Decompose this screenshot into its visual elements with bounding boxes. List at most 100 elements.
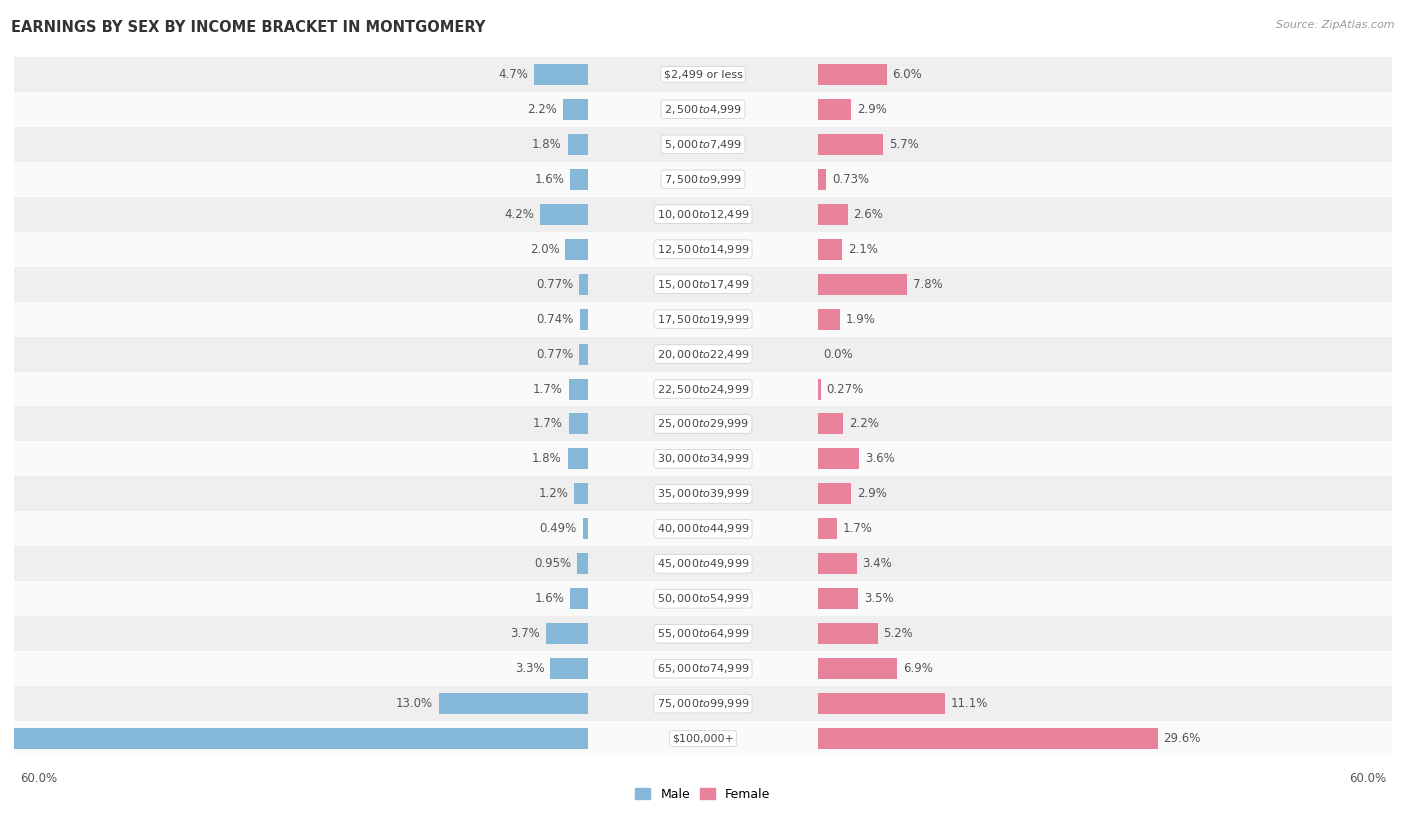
Bar	[439, 693, 588, 714]
Text: 3.7%: 3.7%	[510, 628, 540, 640]
Text: 5.7%: 5.7%	[889, 138, 918, 150]
Bar	[818, 519, 838, 539]
Bar	[14, 616, 1392, 651]
Bar	[14, 57, 1392, 92]
Bar	[569, 589, 588, 609]
Bar	[818, 134, 883, 154]
Text: 1.6%: 1.6%	[534, 173, 564, 185]
Text: $50,000 to $54,999: $50,000 to $54,999	[657, 593, 749, 605]
Bar	[14, 721, 1392, 756]
Text: Source: ZipAtlas.com: Source: ZipAtlas.com	[1277, 20, 1395, 30]
Text: 2.2%: 2.2%	[527, 103, 557, 115]
Text: EARNINGS BY SEX BY INCOME BRACKET IN MONTGOMERY: EARNINGS BY SEX BY INCOME BRACKET IN MON…	[11, 20, 485, 35]
Bar	[568, 379, 588, 399]
Bar	[14, 686, 1392, 721]
Bar	[818, 274, 907, 294]
Bar	[568, 449, 588, 469]
Bar	[818, 99, 851, 120]
Bar	[818, 309, 839, 329]
Bar	[579, 274, 588, 294]
Text: 1.7%: 1.7%	[844, 523, 873, 535]
Bar	[14, 651, 1392, 686]
Bar	[569, 169, 588, 189]
Text: 0.49%: 0.49%	[540, 523, 576, 535]
Bar	[578, 554, 588, 574]
Text: 2.9%: 2.9%	[856, 103, 887, 115]
Bar	[818, 624, 877, 644]
Bar	[818, 379, 821, 399]
Bar	[818, 239, 842, 259]
Bar	[14, 302, 1392, 337]
Bar	[818, 64, 887, 85]
Text: 2.9%: 2.9%	[856, 488, 887, 500]
Bar	[14, 441, 1392, 476]
Text: 11.1%: 11.1%	[950, 698, 988, 710]
Bar	[14, 232, 1392, 267]
Text: $35,000 to $39,999: $35,000 to $39,999	[657, 488, 749, 500]
Bar	[568, 414, 588, 434]
Text: 0.0%: 0.0%	[824, 348, 853, 360]
Bar	[14, 546, 1392, 581]
Text: 4.7%: 4.7%	[499, 68, 529, 80]
Text: 3.5%: 3.5%	[863, 593, 893, 605]
Bar	[818, 484, 851, 504]
Text: 2.6%: 2.6%	[853, 208, 883, 220]
Text: 6.0%: 6.0%	[893, 68, 922, 80]
Bar	[818, 589, 858, 609]
Text: $55,000 to $64,999: $55,000 to $64,999	[657, 628, 749, 640]
Bar	[14, 92, 1392, 127]
Text: 3.4%: 3.4%	[863, 558, 893, 570]
Text: 1.8%: 1.8%	[531, 453, 562, 465]
Text: 0.77%: 0.77%	[536, 278, 574, 290]
Text: $7,500 to $9,999: $7,500 to $9,999	[664, 173, 742, 185]
Text: 5.2%: 5.2%	[883, 628, 912, 640]
Text: 2.2%: 2.2%	[849, 418, 879, 430]
Text: 0.95%: 0.95%	[534, 558, 571, 570]
Text: $20,000 to $22,499: $20,000 to $22,499	[657, 348, 749, 360]
Bar	[818, 659, 897, 679]
Bar	[818, 554, 856, 574]
Text: $40,000 to $44,999: $40,000 to $44,999	[657, 523, 749, 535]
Bar	[579, 344, 588, 364]
Text: $75,000 to $99,999: $75,000 to $99,999	[657, 698, 749, 710]
Bar	[14, 267, 1392, 302]
Text: $5,000 to $7,499: $5,000 to $7,499	[664, 138, 742, 150]
Bar	[562, 99, 588, 120]
Bar	[582, 519, 588, 539]
Bar	[579, 309, 588, 329]
Bar	[818, 414, 844, 434]
Bar	[818, 449, 859, 469]
Bar	[14, 476, 1392, 511]
Text: 1.6%: 1.6%	[534, 593, 564, 605]
Legend: Male, Female: Male, Female	[630, 783, 776, 806]
Text: 1.9%: 1.9%	[845, 313, 876, 325]
Text: 29.6%: 29.6%	[1163, 733, 1201, 745]
Bar	[818, 204, 848, 224]
Bar	[14, 337, 1392, 372]
Bar	[14, 162, 1392, 197]
Text: 1.8%: 1.8%	[531, 138, 562, 150]
Text: $45,000 to $49,999: $45,000 to $49,999	[657, 558, 749, 570]
Bar	[546, 624, 588, 644]
Bar	[14, 197, 1392, 232]
Text: 0.74%: 0.74%	[537, 313, 574, 325]
Bar	[818, 728, 1157, 749]
Text: 60.0%: 60.0%	[1350, 772, 1386, 785]
Text: 3.3%: 3.3%	[515, 663, 544, 675]
Bar	[14, 127, 1392, 162]
Text: 1.7%: 1.7%	[533, 418, 562, 430]
Bar	[568, 134, 588, 154]
Text: $65,000 to $74,999: $65,000 to $74,999	[657, 663, 749, 675]
Text: $22,500 to $24,999: $22,500 to $24,999	[657, 383, 749, 395]
Bar	[565, 239, 588, 259]
Text: $100,000+: $100,000+	[672, 733, 734, 744]
Bar	[14, 372, 1392, 406]
Bar	[575, 484, 588, 504]
Text: $2,499 or less: $2,499 or less	[664, 69, 742, 80]
Bar	[540, 204, 588, 224]
Text: $10,000 to $12,499: $10,000 to $12,499	[657, 208, 749, 220]
Text: 2.0%: 2.0%	[530, 243, 560, 255]
Text: 0.73%: 0.73%	[832, 173, 869, 185]
Text: 1.7%: 1.7%	[533, 383, 562, 395]
Text: 0.77%: 0.77%	[536, 348, 574, 360]
